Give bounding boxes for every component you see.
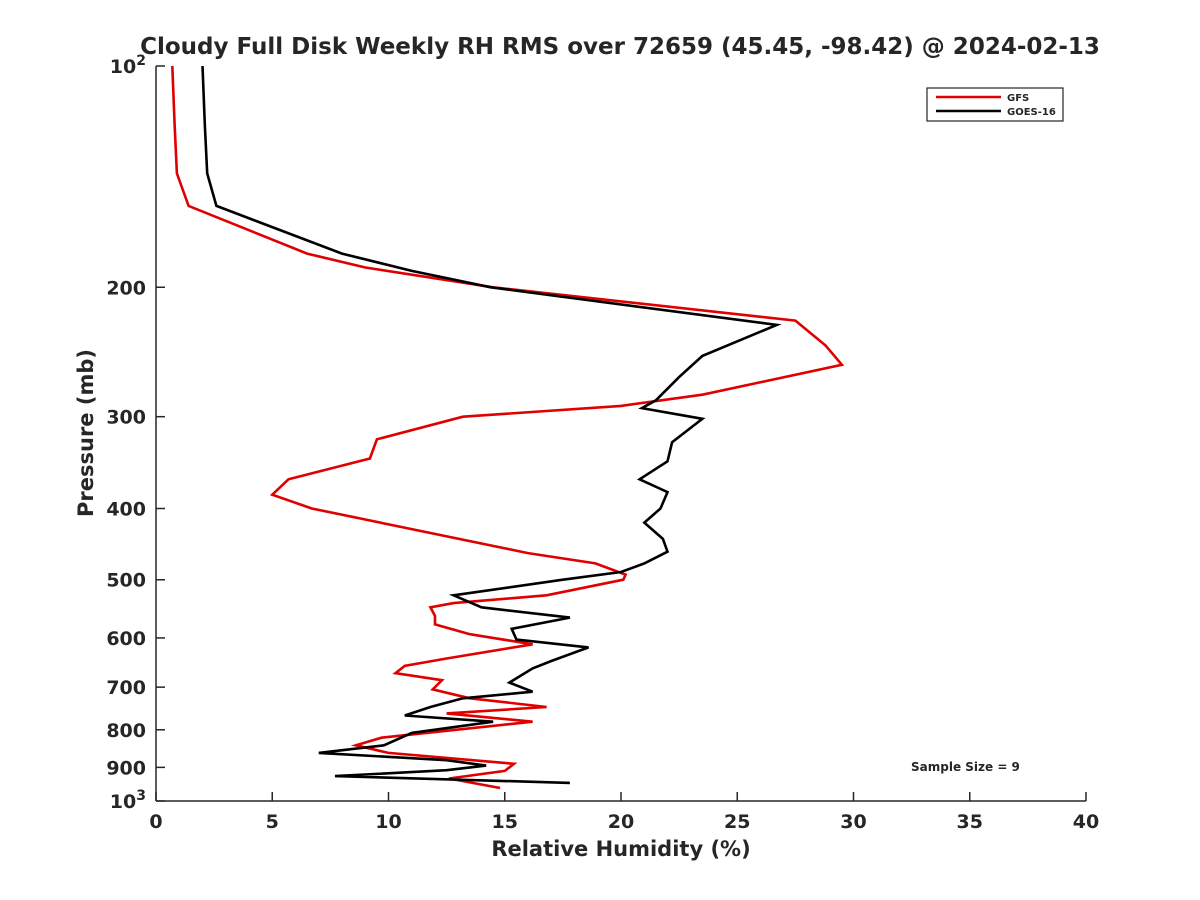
x-tick-label: 40 [1073,811,1099,833]
x-tick-label: 25 [724,811,750,833]
y-tick-label: 103 [110,788,146,813]
x-tick-label: 10 [375,811,401,833]
series-line-goes-16 [201,65,782,785]
legend-box [926,87,1064,122]
y-axis-label: Pressure (mb) [74,349,98,517]
series-line-gfs [171,65,845,790]
x-tick-label: 20 [608,811,634,833]
y-tick-label: 102 [110,53,146,78]
y-tick-label: 900 [106,757,146,779]
series-layer [171,65,845,790]
y-tick-label: 500 [106,570,146,592]
y-tick-label: 200 [106,277,146,299]
y-tick-label: 700 [106,677,146,699]
x-axis-label: Relative Humidity (%) [491,837,750,861]
sample-size-annotation: Sample Size = 9 [911,760,1020,774]
y-tick-label: 600 [106,628,146,650]
y-tick-label: 800 [106,720,146,742]
y-ticks: 102 200 300 400 500 600 700 800 900 103 [106,53,165,813]
x-tick-label: 5 [266,811,279,833]
legend-label-gfs: GFS [1007,93,1029,104]
x-tick-label: 30 [840,811,866,833]
chart-title: Cloudy Full Disk Weekly RH RMS over 7265… [140,34,1100,60]
y-tick-label: 300 [106,407,146,429]
x-tick-label: 35 [957,811,983,833]
x-tick-label: 15 [492,811,518,833]
y-tick-label: 400 [106,499,146,521]
x-tick-label: 0 [149,811,162,833]
plot-area [156,66,1086,801]
legend: GFS GOES-16 [926,87,1064,122]
legend-label-goes-16: GOES-16 [1007,107,1056,118]
x-ticks: 0 5 10 15 20 25 30 35 40 [149,792,1099,833]
